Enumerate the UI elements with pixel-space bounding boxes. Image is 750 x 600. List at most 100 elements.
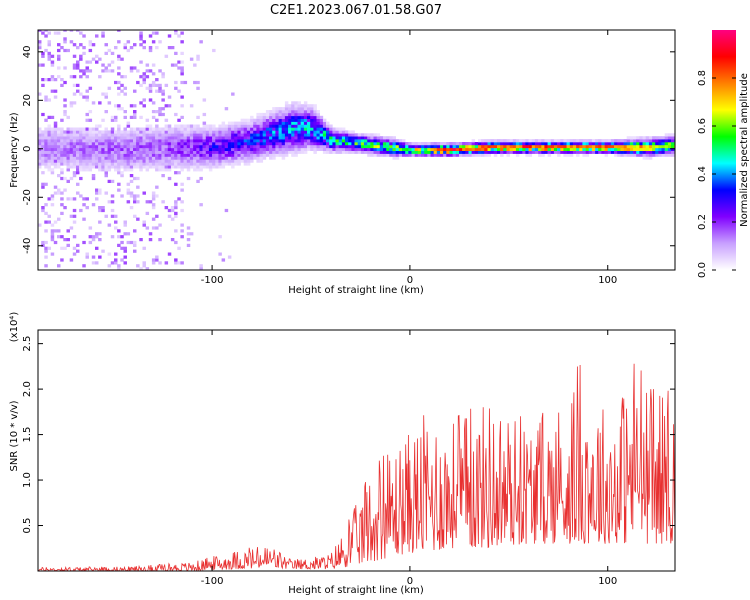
spectrogram-cell: [338, 147, 343, 152]
spectrogram-cell: [151, 156, 156, 160]
spectrogram-cell: [129, 179, 134, 184]
spectrogram-cell: [177, 246, 181, 250]
spectrogram-cell: [291, 127, 295, 131]
spectrogram-cell: [104, 51, 108, 56]
spectrogram-cell: [208, 133, 213, 137]
spectrogram-cell: [291, 144, 295, 149]
spectrogram-cell: [136, 150, 140, 154]
spectrogram-cell: [91, 144, 96, 149]
spectrogram-cell: [541, 142, 545, 146]
spectrogram-cell: [85, 112, 89, 117]
snr-series-line: [38, 363, 675, 571]
spectrogram-cell: [278, 130, 283, 134]
spectrogram-cell: [41, 31, 45, 35]
spectrogram-cell: [145, 162, 150, 166]
spectrogram-cell: [170, 144, 175, 149]
spectrogram-cell: [227, 130, 232, 134]
spectrogram-cell: [104, 139, 108, 143]
spectrogram-cell: [110, 162, 115, 166]
spectrogram-cell: [202, 121, 207, 125]
spectrogram-cell: [329, 144, 333, 149]
spectrogram-cell: [531, 147, 536, 152]
spectrogram-cell: [170, 208, 175, 213]
spectrogram-cell: [417, 150, 422, 154]
spectrogram-cell: [142, 144, 146, 149]
spectrogram-cell: [652, 142, 656, 146]
spectrogram-cell: [148, 130, 153, 134]
spectrogram-cell: [189, 144, 194, 149]
spectrogram-cell: [123, 168, 127, 172]
spectrogram-cell: [322, 144, 327, 149]
spectrogram-cell: [547, 144, 552, 149]
spectrogram-cell: [104, 130, 108, 134]
spectrogram-cell: [300, 115, 305, 120]
spectrogram-cell: [610, 142, 615, 146]
spectrogram-cell: [218, 136, 222, 140]
spectrogram-cell: [88, 165, 93, 169]
spectrogram-cell: [174, 142, 178, 146]
spectrogram-cell: [579, 147, 583, 152]
spectrogram-cell: [57, 165, 61, 169]
spectrogram-cell: [452, 147, 457, 152]
spectrogram-cell: [47, 220, 51, 224]
spectrogram-cell: [196, 57, 200, 61]
spectrogram-cell: [341, 133, 346, 137]
spectrogram-cell: [231, 165, 235, 169]
spectrogram-cell: [199, 264, 203, 268]
spectrogram-cell: [142, 246, 146, 250]
spectrogram-cell: [626, 150, 631, 154]
spectrogram-cell: [534, 139, 539, 143]
spectrogram-cell: [272, 107, 276, 111]
spectrogram-cell: [547, 147, 552, 152]
spectrogram-cell: [348, 136, 352, 140]
spectrogram-cell: [319, 118, 324, 122]
spectrogram-cell: [281, 118, 286, 122]
spectrogram-cell: [303, 150, 308, 154]
spectrogram-cell: [167, 252, 172, 256]
spectrogram-cell: [639, 150, 643, 154]
y-tick-label: -20: [22, 189, 33, 205]
spectrogram-cell: [243, 130, 248, 134]
spectrogram-cell: [550, 150, 555, 154]
y-tick-label: 1.5: [22, 427, 33, 443]
spectrogram-cell: [246, 121, 251, 125]
spectrogram-cell: [256, 153, 260, 157]
spectrogram-cell: [319, 142, 324, 146]
spectrogram-cell: [155, 214, 159, 218]
spectrogram-cell: [436, 153, 441, 157]
spectrogram-cell: [117, 171, 121, 175]
spectrogram-cell: [57, 144, 61, 149]
spectrogram-cell: [53, 139, 58, 143]
spectrogram-cell: [129, 133, 134, 137]
spectrogram-cell: [373, 147, 377, 152]
spectrogram-cell: [76, 156, 80, 160]
spectrogram-cell: [79, 165, 83, 169]
spectrogram-cell: [237, 144, 241, 149]
spectrogram-cell: [180, 104, 184, 108]
spectrogram-cell: [164, 83, 169, 88]
spectrogram-cell: [117, 165, 121, 169]
spectrogram-cell: [224, 144, 229, 149]
spectrogram-cell: [136, 200, 140, 204]
spectrogram-cell: [82, 144, 86, 149]
spectrogram-cell: [44, 249, 48, 253]
spectrogram-cell: [595, 147, 599, 152]
spectrogram-cell: [76, 133, 80, 137]
spectrogram-cell: [231, 127, 235, 131]
spectrogram-cell: [291, 104, 295, 108]
spectrogram-cell: [639, 153, 643, 157]
spectrogram-cell: [180, 130, 184, 134]
spectrogram-cell: [319, 127, 324, 131]
spectrogram-cell: [50, 252, 55, 256]
spectrogram-cell: [72, 83, 77, 88]
spectrogram-cell: [319, 121, 324, 125]
spectrogram-cell: [269, 115, 273, 120]
spectrogram-cell: [104, 147, 108, 152]
spectrogram-cell: [133, 162, 137, 166]
spectrogram-cell: [139, 150, 143, 154]
spectrogram-cell: [398, 144, 403, 149]
spectrogram-cell: [208, 139, 213, 143]
spectrogram-cell: [44, 48, 48, 53]
spectrogram-cell: [88, 162, 93, 166]
spectrogram-cell: [221, 258, 226, 262]
